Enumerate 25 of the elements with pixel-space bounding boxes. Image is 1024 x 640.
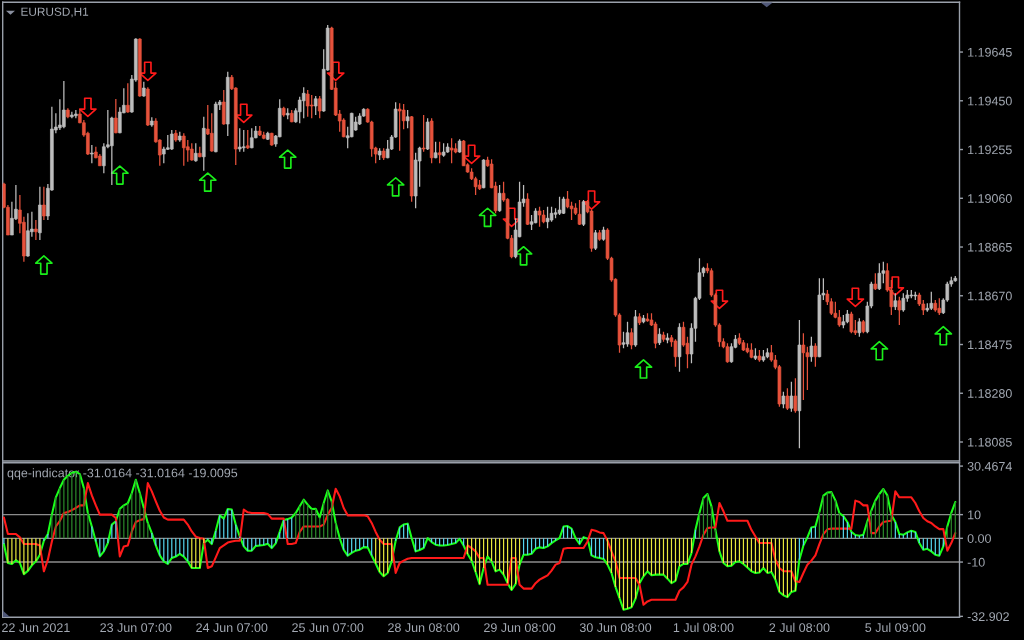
y-tick-label: -32.902 bbox=[967, 612, 1009, 622]
y-tick-label: 1.19255 bbox=[968, 145, 1012, 155]
y-tick-label: 1.19060 bbox=[968, 194, 1012, 203]
y-tick-label: 0.00 bbox=[967, 534, 991, 543]
x-tick-label: 22 Jun 2021 bbox=[2, 623, 70, 633]
y-tick-label: 1.18085 bbox=[968, 437, 1012, 447]
y-tick-label: 30.4674 bbox=[967, 461, 1012, 471]
y-tick-label: 1.18865 bbox=[968, 242, 1012, 252]
y-tick-label: 1.19645 bbox=[968, 47, 1012, 57]
x-tick-label: 29 Jun 08:00 bbox=[484, 623, 556, 633]
y-tick-label: 1.19450 bbox=[968, 96, 1012, 106]
y-tick-label: 1.18475 bbox=[968, 340, 1012, 350]
x-tick-label: 23 Jun 07:00 bbox=[100, 623, 172, 633]
y-tick-label: -10 bbox=[967, 557, 985, 567]
x-tick-label: 1 Jul 08:00 bbox=[673, 622, 734, 633]
chart-title: EURUSD,H1 bbox=[21, 7, 89, 18]
x-tick-label: 24 Jun 07:00 bbox=[196, 623, 268, 633]
y-tick-label: 10 bbox=[968, 510, 981, 520]
x-tick-label: 28 Jun 08:00 bbox=[388, 623, 460, 633]
x-tick-label: 2 Jul 08:00 bbox=[769, 622, 830, 633]
x-tick-label: 25 Jun 07:00 bbox=[292, 623, 364, 633]
x-tick-label: 30 Jun 08:00 bbox=[579, 623, 652, 633]
y-tick-label: 1.18280 bbox=[968, 389, 1012, 398]
x-tick-label: 5 Jul 09:00 bbox=[865, 622, 926, 633]
y-tick-label: 1.18670 bbox=[968, 291, 1012, 301]
